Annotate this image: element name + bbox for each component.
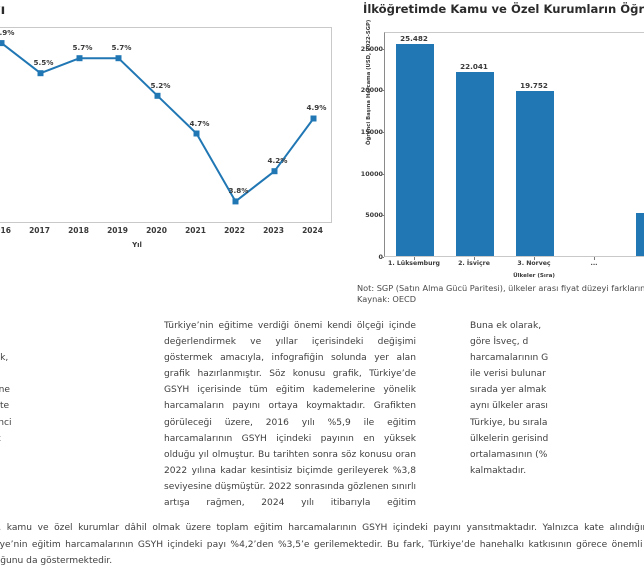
line-data-label: 5.2%	[150, 80, 171, 90]
line-x-tick-label: 2023	[263, 226, 284, 235]
body-column-2: Türkiye’nin eğitime verdiği önemi kendi …	[164, 321, 416, 508]
bar-y-tick-label: 5000	[365, 211, 383, 220]
body-column-1: ve “Kamu ve Özel de Öğrenci Başına slığı…	[0, 353, 12, 443]
bar-chart: İlköğretimde Kamu ve Özel Kurumların Öğr…	[355, 0, 644, 305]
line-data-point	[76, 55, 83, 62]
bar-chart-x-axis-label: Ülkeler (Sıra)	[513, 273, 555, 279]
body-column-3: Buna ek olarak, göre İsveç, d harcamalar…	[470, 321, 549, 476]
bar-y-tick-mark	[381, 48, 384, 50]
bar-chart-source: Kaynak: OECD	[357, 294, 417, 304]
bar-chart-bar	[396, 43, 434, 256]
line-x-tick-label: 2021	[185, 226, 206, 235]
line-x-tick-label: 2017	[29, 226, 50, 235]
line-data-point	[310, 115, 317, 122]
bar-data-label: 25.482	[400, 33, 428, 43]
bar-x-tick-mark	[594, 257, 595, 260]
line-data-point	[232, 198, 239, 205]
line-data-point	[271, 168, 278, 175]
bar-x-tick-mark	[474, 257, 475, 260]
line-chart: İçindeki Payı 5.5%5.9%5.5%5.7%5.7%5.2%4.…	[0, 0, 348, 272]
line-data-point	[0, 40, 5, 47]
bar-y-tick-mark	[381, 90, 384, 92]
line-data-point	[193, 130, 200, 137]
bar-data-label: 22.041	[460, 62, 488, 72]
line-data-label: 4.9%	[306, 103, 327, 113]
charts-region: İçindeki Payı 5.5%5.9%5.5%5.7%5.7%5.2%4.…	[0, 0, 644, 305]
line-data-point	[115, 55, 122, 62]
bar-chart-bar	[456, 72, 494, 256]
line-data-label: 5.7%	[111, 43, 132, 53]
bar-chart-plot-area	[384, 32, 644, 257]
bar-y-tick-label: 0	[379, 253, 383, 261]
line-data-label: 4.2%	[267, 156, 288, 166]
body-text-columns: ve “Kamu ve Özel de Öğrenci Başına slığı…	[0, 318, 644, 508]
line-data-point	[154, 92, 161, 99]
line-x-tick-label: 2019	[107, 226, 128, 235]
line-chart-plot-area	[0, 27, 332, 223]
footer-paragraph: rafik, kamu ve özel kurumlar dâhil olmak…	[0, 523, 644, 567]
bar-y-tick-label: 25000	[360, 44, 383, 53]
bar-y-tick-label: 15000	[360, 128, 383, 136]
line-chart-title: İçindeki Payı	[0, 2, 6, 18]
line-chart-x-axis-ticks: 2015201620172018201920202021202220232024	[0, 226, 332, 240]
line-data-label: 5.7%	[72, 43, 93, 53]
bar-chart-bar	[516, 91, 554, 256]
bar-y-tick-label: 10000	[360, 169, 383, 178]
bar-y-tick-label: 20000	[360, 86, 383, 95]
line-data-label: 4.7%	[189, 118, 210, 128]
line-x-tick-label: 2022	[224, 226, 245, 235]
line-chart-svg	[0, 40, 317, 205]
line-series-path	[0, 42, 315, 203]
bar-x-tick-mark	[414, 257, 415, 260]
bar-chart-title: İlköğretimde Kamu ve Özel Kurumların Öğr…	[363, 2, 644, 16]
bar-x-tick-label: 3. Norveç	[517, 260, 551, 267]
bar-x-tick-mark	[534, 257, 535, 260]
line-data-point	[37, 70, 44, 77]
line-x-tick-label: 2020	[146, 226, 167, 235]
bar-y-tick-mark	[381, 132, 384, 133]
bar-x-tick-label: 1. Lüksemburg	[388, 260, 440, 267]
bar-data-label: 19.752	[520, 81, 548, 91]
bar-x-tick-label: 2. İsviçre	[458, 260, 490, 267]
bar-chart-y-axis-label: Öğrenci Başına Harcama (USD, 2022-SGP)	[366, 19, 372, 145]
bar-y-tick-mark	[381, 257, 384, 258]
line-data-label: 5.9%	[0, 28, 15, 38]
bar-x-tick-label: ...	[590, 260, 598, 267]
bar-chart-bar	[636, 212, 644, 256]
line-chart-x-axis-label: Yıl	[132, 241, 142, 249]
line-x-tick-label: 2024	[302, 226, 323, 235]
bar-y-tick-mark	[381, 173, 384, 175]
line-data-label: 3.8%	[228, 186, 249, 196]
line-x-tick-label: 2016	[0, 226, 11, 235]
line-x-tick-label: 2018	[68, 226, 89, 235]
line-series-markers	[0, 40, 317, 205]
line-data-label: 5.5%	[33, 58, 54, 68]
bar-y-tick-mark	[381, 215, 384, 217]
bar-chart-note: Not: SGP (Satın Alma Gücü Paritesi), ülk…	[357, 283, 644, 293]
